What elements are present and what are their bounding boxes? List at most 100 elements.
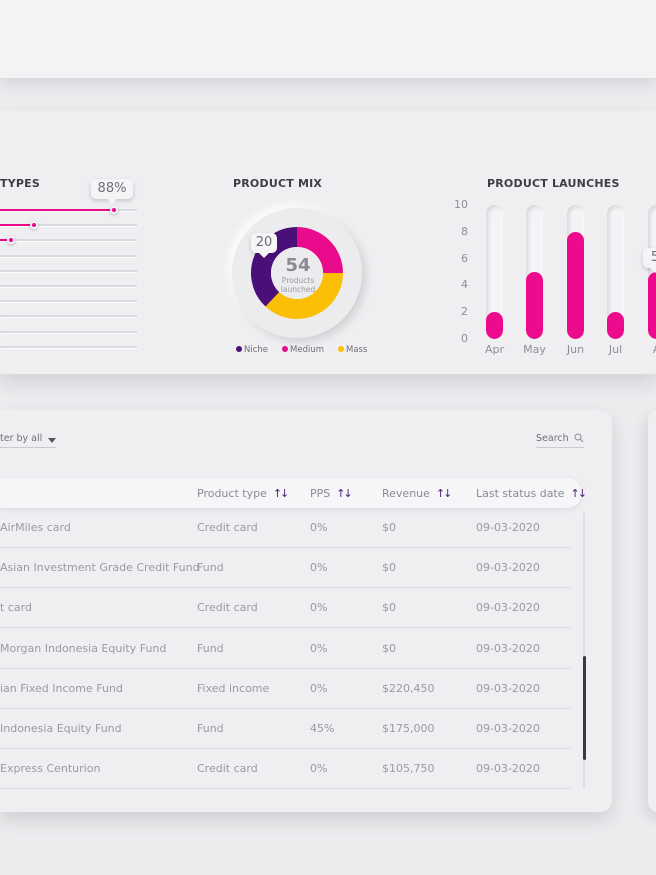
legend-dot-medium [282,346,288,352]
legend-mass: Mass [338,345,367,355]
type-slider[interactable] [0,206,137,214]
bar-track [607,205,624,339]
sort-icon[interactable]: ↑↓ [272,487,290,500]
type-slider[interactable] [0,330,137,333]
legend-niche: Niche [236,345,268,355]
chevron-down-icon[interactable] [48,438,56,443]
cell-revenue: $105,750 [382,762,435,776]
column-header-pps[interactable]: PPS ↑↓ [310,487,353,500]
cell-pps: 0% [310,681,328,695]
cell-date: 09-03-2020 [476,641,540,655]
types-title: TYPES [0,177,40,190]
cell-name: ian Fixed Income Fund [0,681,123,695]
type-slider-knob[interactable] [109,206,118,214]
cell-type: Fixed income [197,681,270,695]
type-slider[interactable] [0,269,137,272]
cell-name: Indonesia Equity Fund [0,722,122,735]
cell-name: Asian Investment Grade Credit Fund [0,561,200,575]
cell-pps: 0% [310,641,328,655]
cell-type: Fund [197,641,224,655]
table-row[interactable]: Morgan Indonesia Equity Fund Fund 0% $0 09-0… [0,629,571,669]
cell-date: 09-03-2020 [476,681,540,695]
y-tick-label: 0 [461,332,468,345]
cell-date: 09-03-2020 [476,561,540,575]
column-header-label: PPS [310,487,331,500]
cell-pps: 0% [310,561,328,575]
donut-slice-mass [251,227,343,319]
donut-slice-niche-lower [251,227,343,319]
cell-pps: 0% [310,762,328,776]
type-slider[interactable] [0,236,137,245]
bar [486,312,503,339]
search-underline [536,447,584,448]
filter-underline [0,447,56,448]
scrollbar-track[interactable] [583,513,585,789]
type-slider-knob[interactable] [30,221,39,230]
table-row[interactable]: t card Credit card 0% $0 09-03-2020 [0,588,571,629]
cell-revenue: $175,000 [382,722,435,735]
cell-revenue: $0 [382,521,396,534]
cell-name: Express Centurion [0,762,101,776]
x-tick-label: Apr [484,343,505,356]
cell-name: Morgan Indonesia Equity Fund [0,641,167,655]
y-tick-label: 8 [461,224,468,238]
donut-center-label-line1: Products [281,276,315,285]
cell-type: Credit card [197,521,258,534]
cell-revenue: $0 [382,561,396,575]
bar [526,272,543,339]
bar-track [526,205,543,339]
type-slider[interactable] [0,315,137,318]
type-slider[interactable] [0,285,137,287]
product-mix-title: PRODUCT MIX [233,177,323,190]
table-row[interactable]: Indonesia Equity Fund Fund 45% $175,000 09-0… [0,709,571,749]
legend-dot-niche [236,346,242,352]
cell-type: Credit card [197,762,258,776]
cell-type: Fund [197,561,224,575]
sort-icon[interactable]: ↑↓ [570,487,588,500]
x-tick-label: A [637,343,656,356]
sort-icon[interactable]: ↑↓ [336,487,353,500]
search-input[interactable]: Search [536,433,569,444]
column-header-revenue[interactable]: Revenue ↑↓ [382,487,453,500]
filter-dropdown[interactable]: ter by all [0,433,43,444]
cell-date: 09-03-2020 [476,521,540,534]
column-header-last-status-date[interactable]: Last status date ↑↓ [476,487,588,500]
x-tick-label: Jun [566,343,585,356]
legend-label-medium: Medium [290,345,324,355]
bar [607,312,624,339]
type-slider[interactable] [0,345,137,348]
table-row[interactable]: AirMiles card Credit card 0% $0 09-03-2020 [0,508,571,548]
type-slider-knob[interactable] [6,236,15,245]
bar-track [486,205,503,339]
cell-revenue: $0 [382,641,396,655]
types-value-bubble: 88% [91,179,133,204]
adjacent-panel-edge [648,410,656,812]
table-header [0,478,582,508]
donut-center-label: Products launched [268,276,328,294]
cell-date: 09-03-2020 [476,601,540,615]
type-slider[interactable] [0,221,137,230]
y-tick-label: 6 [461,251,468,265]
sort-icon[interactable]: ↑↓ [435,487,453,500]
y-tick-label: 10 [454,198,468,211]
column-header-product-type[interactable]: Product type ↑↓ [197,487,290,500]
column-header-label: Revenue [382,487,430,500]
cell-date: 09-03-2020 [476,722,540,735]
legend-label-niche: Niche [244,345,269,355]
scrollbar-thumb[interactable] [583,656,586,760]
cell-type: Fund [197,722,224,735]
type-slider-fill [0,239,11,242]
cell-name: t card [0,601,32,615]
table-row[interactable]: ian Fixed Income Fund Fixed income 0% $220,… [0,669,571,709]
donut-value-bubble: 20 [251,233,277,258]
legend-label-mass: Mass [346,345,368,355]
table-row[interactable]: Express Centurion Credit card 0% $105,750 09… [0,749,571,790]
type-slider[interactable] [0,300,137,303]
table-row[interactable]: Asian Investment Grade Credit Fund Fund 0%… [0,548,571,589]
type-slider[interactable] [0,254,137,257]
cell-revenue: $0 [382,601,396,615]
search-icon[interactable] [574,433,584,443]
column-header-label: Last status date [476,487,565,500]
x-tick-label: May [523,343,546,356]
legend-medium: Medium [282,345,324,355]
